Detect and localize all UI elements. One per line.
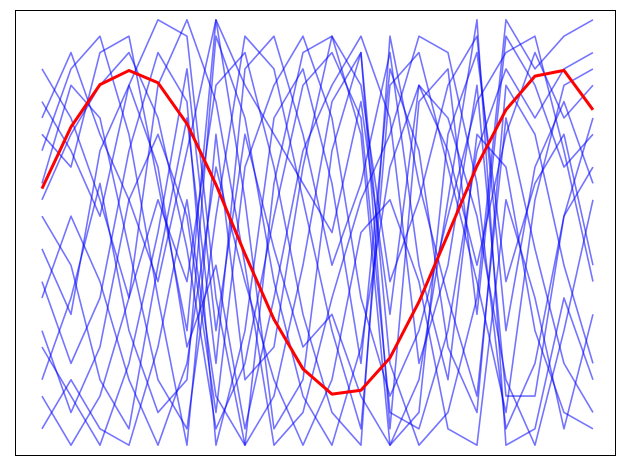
series-line bbox=[41, 35, 594, 414]
series-line bbox=[41, 51, 594, 430]
series-line bbox=[41, 19, 594, 446]
plot-area bbox=[40, 19, 595, 446]
highlight-line bbox=[40, 68, 595, 396]
series-line bbox=[41, 51, 594, 446]
series-line bbox=[41, 19, 594, 446]
series-line bbox=[41, 19, 594, 316]
series-line bbox=[41, 51, 594, 446]
plot-frame bbox=[15, 10, 616, 456]
series-line bbox=[41, 35, 594, 446]
series-line bbox=[41, 35, 594, 446]
series-line bbox=[41, 35, 594, 430]
series-line bbox=[41, 19, 594, 446]
